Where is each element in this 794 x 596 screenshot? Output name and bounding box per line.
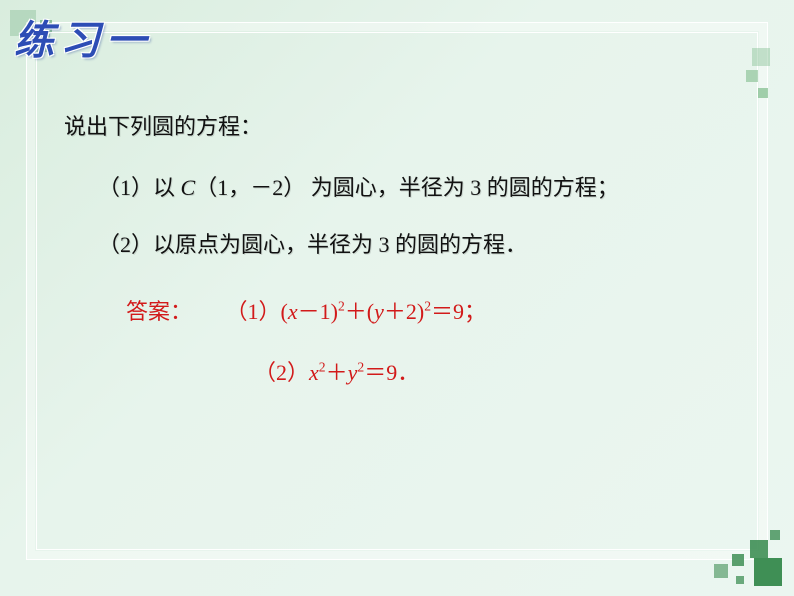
a1-eq: ＝9 <box>431 299 464 324</box>
corner-deco-right <box>746 48 776 118</box>
answers-block: 答案： （1）(x－1)2＋(y＋2)2＝9； （2）x2＋y2＝9． <box>126 295 744 389</box>
a1-sq2: 2 <box>424 299 431 314</box>
answer-1: 答案： （1）(x－1)2＋(y＋2)2＝9； <box>126 295 744 328</box>
a1-prefix: （1） <box>226 299 281 324</box>
corner-deco-bottom-right <box>694 518 784 588</box>
a1-plus2: ＋2) <box>384 299 424 324</box>
a1-plus: ＋( <box>345 299 374 324</box>
question-2: （2）以原点为圆心，半径为 3 的圆的方程． <box>98 228 744 261</box>
q1-center-label: C <box>181 175 196 200</box>
a2-y: y <box>348 360 358 385</box>
prompt-text: 说出下列圆的方程： <box>64 110 744 143</box>
answer-1-expr: （1）(x－1)2＋(y＋2)2＝9； <box>226 299 487 324</box>
q1-mid: 为圆心，半径为 3 的圆的方程； <box>305 175 619 200</box>
a2-eq: ＝9 <box>364 360 397 385</box>
a1-x: x <box>288 299 298 324</box>
a2-x: x <box>309 360 319 385</box>
a1-minus1: －1) <box>298 299 338 324</box>
question-1: （1）以 C（1，－2） 为圆心，半径为 3 的圆的方程； <box>98 171 744 204</box>
a2-plus: ＋ <box>326 360 348 385</box>
answer-2-expr: （2）x2＋y2＝9． <box>254 360 419 385</box>
a1-suffix: ； <box>464 299 486 324</box>
a1-sq1: 2 <box>338 299 345 314</box>
slide-title: 练习一 <box>14 8 152 66</box>
answer-label: 答案： <box>126 295 192 328</box>
a1-y: y <box>374 299 384 324</box>
a2-sqx: 2 <box>319 360 326 375</box>
a1-open: ( <box>281 299 288 324</box>
content-area: 说出下列圆的方程： （1）以 C（1，－2） 为圆心，半径为 3 的圆的方程； … <box>64 110 744 417</box>
q1-prefix: （1）以 <box>98 175 181 200</box>
q1-center: （1，－2） <box>195 175 305 200</box>
answer-2: （2）x2＋y2＝9． <box>254 356 744 389</box>
a2-suffix: ． <box>397 360 419 385</box>
a2-prefix: （2） <box>254 360 309 385</box>
